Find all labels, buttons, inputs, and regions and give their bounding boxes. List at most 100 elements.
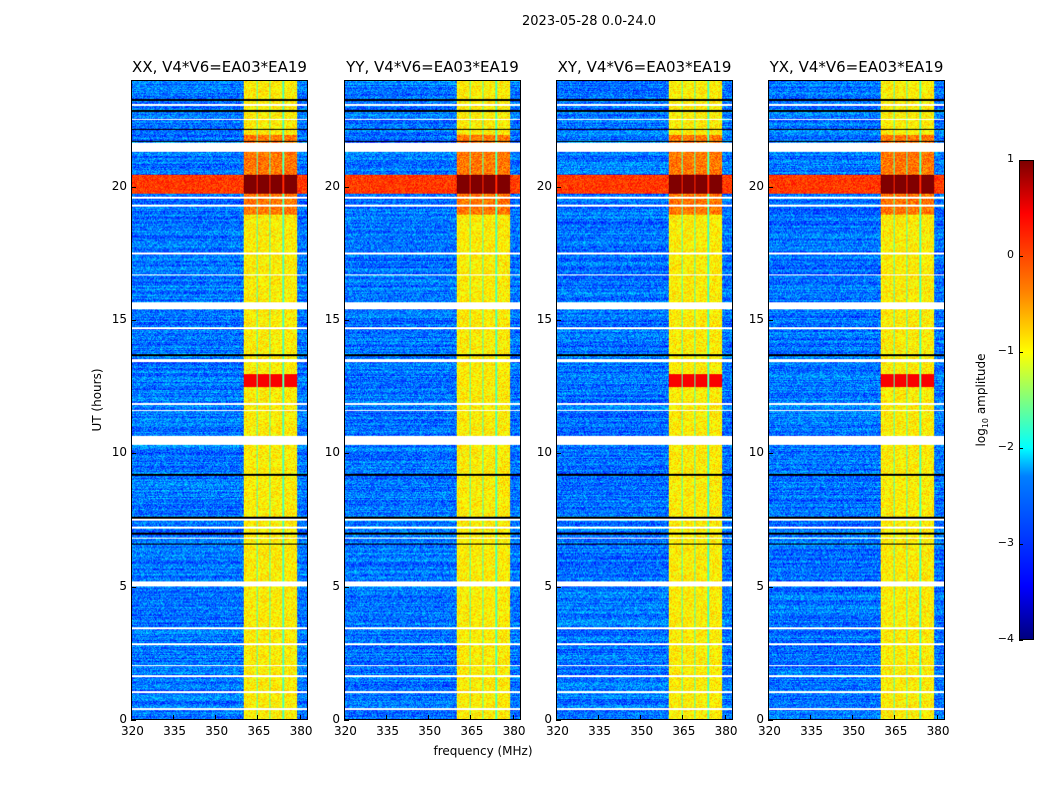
y-tick-label: 15	[324, 312, 340, 326]
y-tick-mark	[344, 720, 349, 721]
y-tick-mark	[131, 453, 136, 455]
y-tick-mark	[131, 320, 136, 321]
waterfall-heatmap	[557, 81, 732, 719]
x-tick-mark	[598, 715, 600, 720]
waterfall-heatmap	[769, 81, 944, 719]
y-tick-label: 0	[119, 712, 127, 726]
x-tick-mark	[724, 715, 726, 720]
y-tick-mark	[344, 186, 349, 188]
colorbar-tick-label: 1	[1007, 152, 1014, 165]
y-tick-mark	[556, 320, 561, 321]
x-tick-mark	[173, 715, 175, 720]
y-tick-label: 10	[748, 445, 764, 460]
x-tick-mark	[894, 715, 896, 720]
x-tick-mark	[470, 715, 472, 720]
panel-title: YY, V4*V6=EA03*EA19	[346, 58, 519, 76]
colorbar-tick-label: −4	[997, 632, 1014, 645]
x-tick-label: 365	[884, 724, 908, 738]
y-tick-label: 20	[536, 178, 552, 193]
colorbar-tick-label: −3	[997, 536, 1014, 549]
x-axis-label: frequency (MHz)	[433, 744, 533, 758]
y-tick-mark	[768, 320, 773, 321]
y-tick-label: 0	[544, 712, 552, 726]
x-tick-label: 380	[926, 724, 950, 738]
x-tick-label: 335	[800, 724, 824, 738]
y-tick-label: 10	[536, 445, 552, 460]
y-tick-label: 10	[324, 445, 340, 460]
waterfall-heatmap	[132, 81, 307, 719]
colorbar-tick-mark	[1019, 256, 1023, 257]
x-tick-mark	[556, 715, 557, 720]
y-tick-label: 15	[748, 312, 764, 326]
y-tick-mark	[556, 586, 561, 588]
y-tick-mark	[768, 453, 773, 455]
y-tick-label: 5	[544, 578, 552, 593]
colorbar-tick-mark	[1019, 544, 1023, 545]
x-tick-label: 365	[460, 724, 484, 738]
x-tick-label: 320	[546, 724, 569, 738]
x-tick-label: 350	[630, 724, 654, 738]
waterfall-heatmap	[345, 81, 520, 719]
y-tick-label: 20	[748, 178, 764, 193]
y-tick-mark	[344, 453, 349, 455]
y-tick-mark	[768, 186, 773, 188]
x-tick-label: 380	[502, 724, 526, 738]
y-tick-label: 5	[332, 578, 340, 593]
x-tick-mark	[257, 715, 259, 720]
x-tick-mark	[852, 715, 854, 720]
y-tick-label: 5	[119, 578, 127, 593]
y-tick-mark	[131, 186, 136, 188]
waterfall-panel-yx	[768, 80, 945, 720]
y-tick-label: 10	[111, 445, 127, 460]
colorbar-label: log10 amplitude	[973, 353, 991, 447]
colorbar	[1019, 160, 1034, 640]
waterfall-panel-xx	[131, 80, 308, 720]
x-tick-mark	[936, 715, 938, 720]
x-tick-label: 350	[418, 724, 442, 738]
panel-title: XX, V4*V6=EA03*EA19	[132, 58, 307, 76]
x-tick-mark	[810, 715, 812, 720]
x-tick-label: 320	[121, 724, 144, 738]
x-tick-mark	[428, 715, 430, 720]
x-tick-label: 380	[714, 724, 738, 738]
x-tick-label: 320	[758, 724, 781, 738]
y-tick-label: 5	[756, 578, 764, 593]
figure-title: 2023-05-28 0.0-24.0	[522, 14, 656, 29]
x-tick-mark	[386, 715, 388, 720]
colorbar-tick-label: 0	[1007, 248, 1014, 261]
x-tick-label: 335	[376, 724, 400, 738]
y-tick-mark	[556, 453, 561, 455]
y-tick-mark	[556, 186, 561, 188]
x-tick-label: 335	[588, 724, 612, 738]
y-tick-mark	[131, 720, 136, 721]
colorbar-tick-mark	[1019, 640, 1023, 641]
colorbar-tick-label: −2	[997, 440, 1014, 453]
x-tick-label: 335	[163, 724, 187, 738]
x-tick-label: 350	[842, 724, 866, 738]
y-tick-label: 20	[111, 178, 127, 193]
y-tick-mark	[344, 586, 349, 588]
y-tick-label: 0	[756, 712, 764, 726]
y-tick-mark	[131, 586, 136, 588]
x-tick-mark	[299, 715, 301, 720]
x-tick-mark	[344, 715, 345, 720]
colorbar-tick-label: −1	[997, 344, 1014, 357]
x-tick-mark	[215, 715, 217, 720]
colorbar-tick-mark	[1019, 352, 1023, 353]
y-tick-label: 15	[536, 312, 552, 326]
y-tick-mark	[768, 586, 773, 588]
colorbar-tick-mark	[1019, 448, 1023, 449]
x-tick-mark	[768, 715, 769, 720]
waterfall-panel-yy	[344, 80, 521, 720]
waterfall-panel-xy	[556, 80, 733, 720]
x-tick-mark	[640, 715, 642, 720]
x-tick-label: 365	[672, 724, 696, 738]
y-tick-label: 15	[111, 312, 127, 326]
x-tick-mark	[131, 715, 132, 720]
x-tick-label: 365	[247, 724, 271, 738]
colorbar-tick-mark	[1019, 160, 1023, 161]
panel-title: YX, V4*V6=EA03*EA19	[769, 58, 944, 76]
x-tick-mark	[512, 715, 514, 720]
panel-title: XY, V4*V6=EA03*EA19	[557, 58, 732, 76]
